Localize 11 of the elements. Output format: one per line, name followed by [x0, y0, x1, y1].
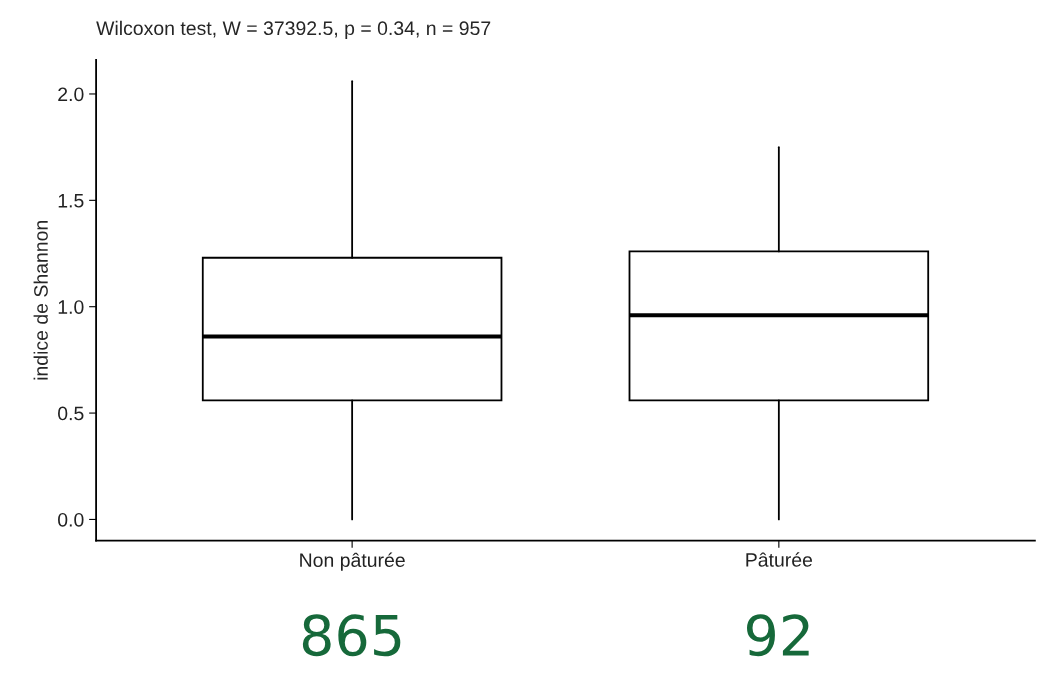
x-tick-label: Non pâturée — [300, 552, 405, 571]
text: 92 — [747, 614, 809, 657]
y-tick-label: 2.0 — [58, 87, 84, 102]
x-tick-label: Pâturée — [746, 552, 813, 567]
y-tick-label: 0.5 — [58, 406, 84, 421]
text: 865 — [302, 614, 401, 657]
chart-title: Wilcoxon test, W = 37392.5, p = 0.34, n = 957 — [96, 20, 491, 39]
y-axis-title: indice de Shannon — [33, 221, 48, 380]
y-tick-label: 1.0 — [58, 300, 84, 314]
y-tick-label: 0.0 — [58, 512, 84, 527]
y-tick-label: 1.5 — [58, 194, 84, 208]
